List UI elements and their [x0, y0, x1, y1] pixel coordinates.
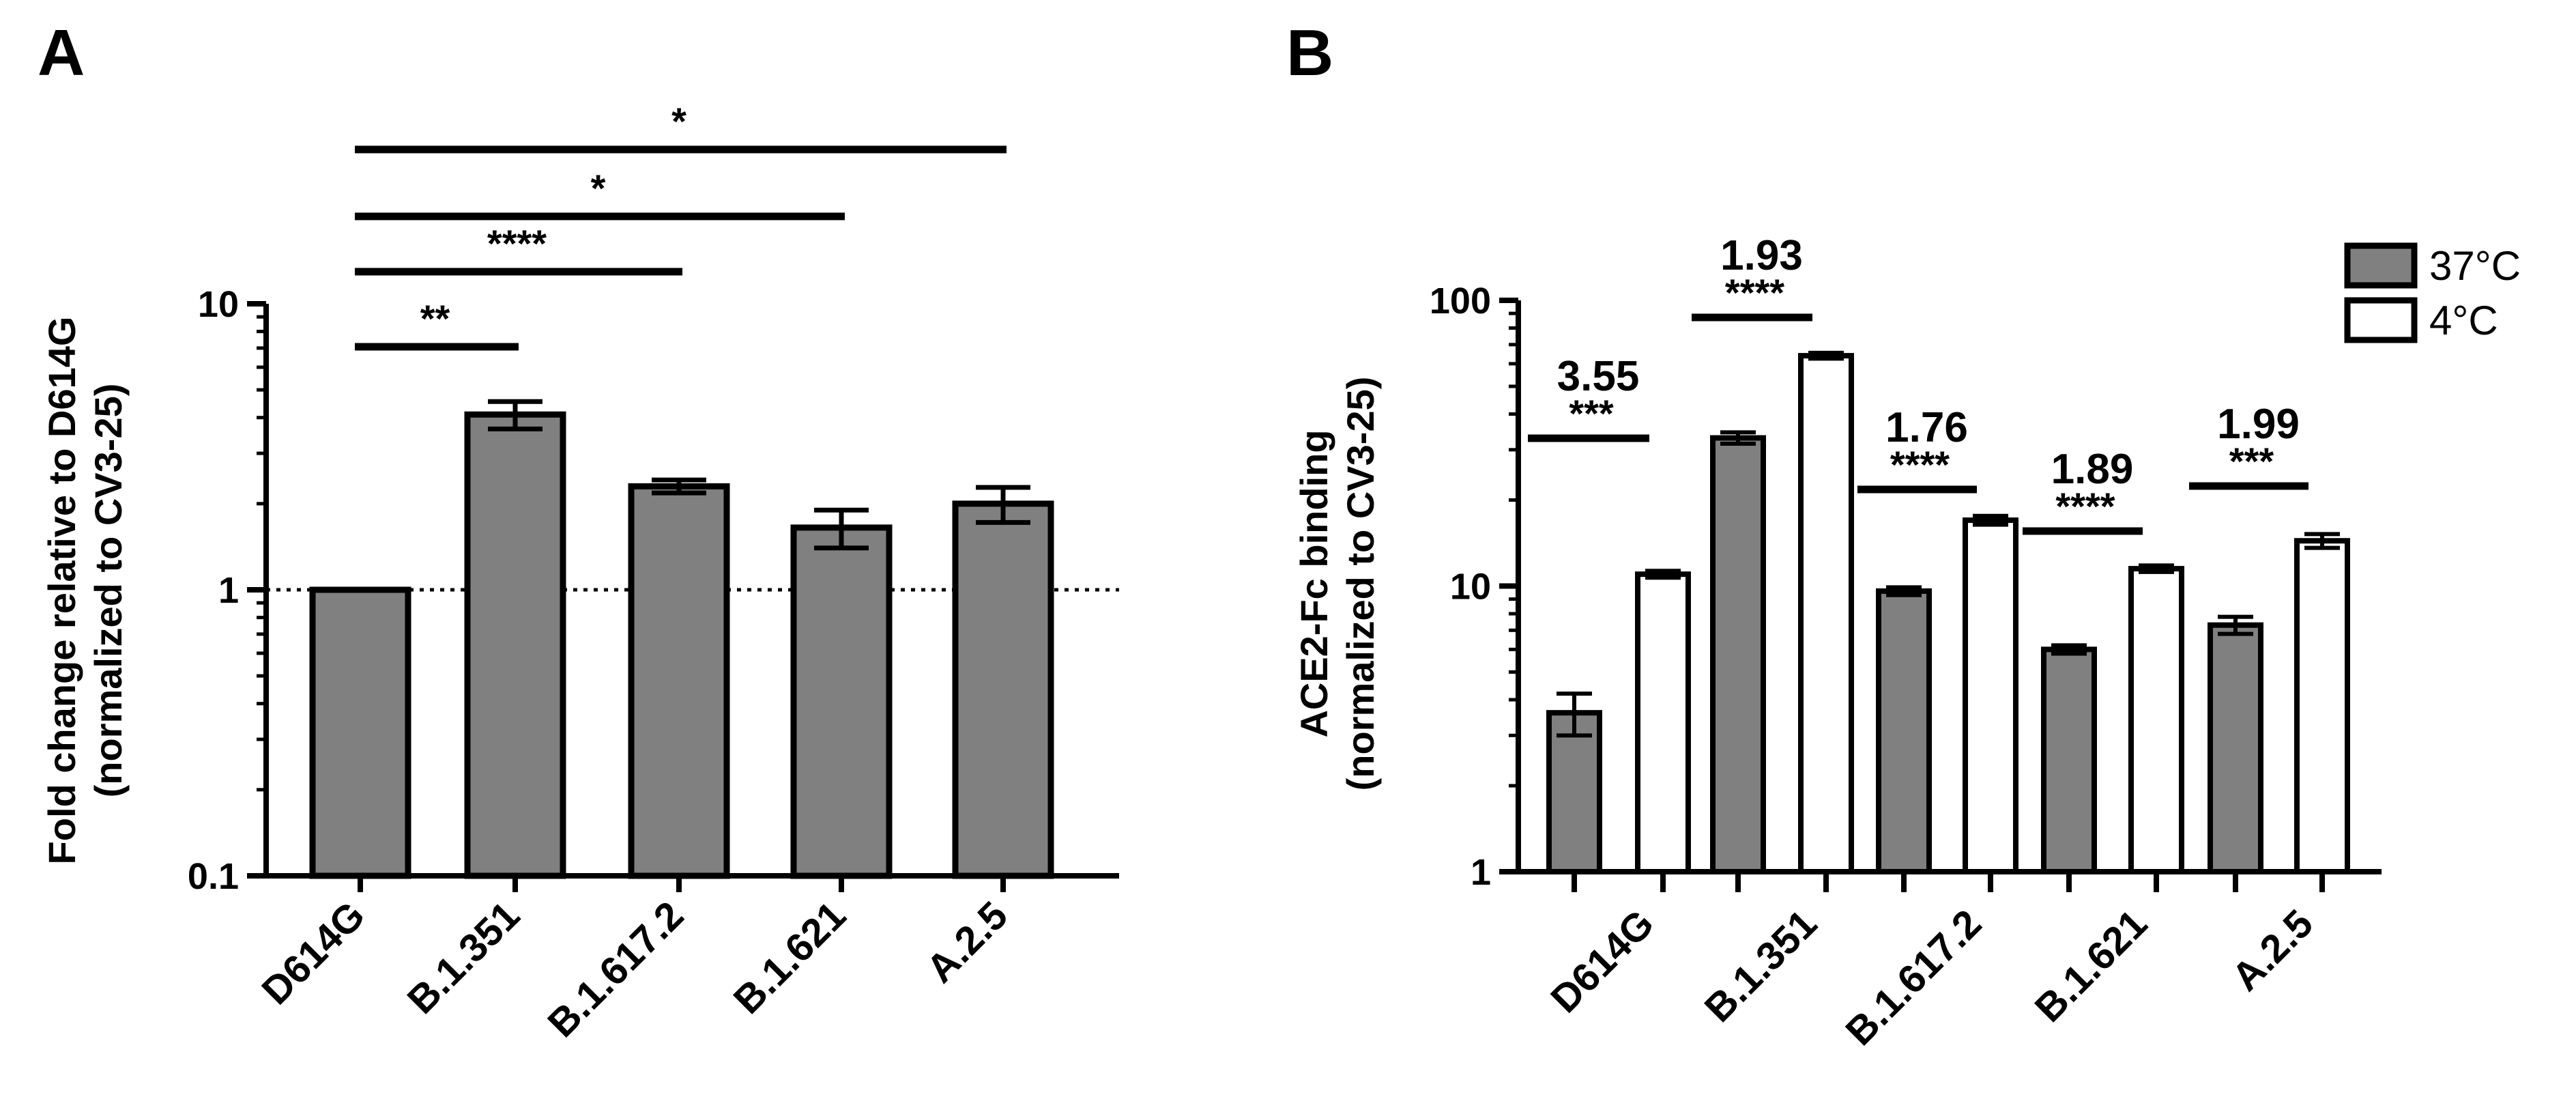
panel-b-x-tick-label: B.1.617.2 [1837, 901, 1990, 1054]
panel-b-ratio-label: 3.55 [1557, 353, 1640, 400]
panel-b-legend: 37°C 4°C [2344, 242, 2521, 343]
panel-b-significance-label: **** [1890, 443, 1950, 486]
panel-b-ratio-label: 1.76 [1885, 404, 1968, 451]
panel-b-y-title-line2: (normalized to CV3-25) [1339, 377, 1382, 791]
panel-b-bar-4c [2294, 538, 2350, 874]
panel-b-x-tick-label: A.2.5 [2223, 901, 2321, 999]
panel-a-significance-label: * [591, 167, 606, 210]
panel-a-x-tick-label: B.1.351 [399, 893, 529, 1023]
panel-a-bar [628, 483, 730, 879]
panel-b-bar-4c [2128, 566, 2184, 874]
panel-b-significance: ***3.55****1.93****1.76****1.89 ***1.99 [1528, 232, 2309, 535]
panel-a-bars [309, 399, 1054, 879]
panel-a-x-tick-label: A.2.5 [918, 893, 1016, 991]
panel-b-y-tick-label: 10 [1450, 567, 1491, 608]
legend-label-4c: 4°C [2429, 298, 2498, 343]
panel-a-y-title-line2: (normalized to CV3-25) [87, 384, 130, 798]
panel-b-significance-label: *** [2229, 440, 2274, 483]
panel-b-y-title: ACE2-Fc binding (normalized to CV3-25) [1292, 377, 1382, 791]
panel-b-bar-4c [1635, 571, 1691, 875]
panel-a-y-tick-label: 0.1 [188, 856, 239, 897]
panel-a-bar [309, 586, 411, 879]
panel-b-significance-label: *** [1569, 392, 1614, 435]
panel-b-bar-37c [1710, 435, 1766, 874]
panel-b-significance-label: **** [1725, 271, 1784, 314]
panel-b-ratio-label: 1.93 [1720, 232, 1803, 279]
panel-b-bar-37c [2208, 622, 2263, 875]
panel-b-significance-label: **** [2055, 485, 2115, 528]
panel-b-bar-37c [2041, 646, 2097, 874]
panel-b-bar-4c [1963, 517, 2018, 874]
panel-a-bar [952, 500, 1054, 879]
panel-a-bar [790, 524, 893, 879]
panel-b: B ACE2-Fc binding (normalized to CV3-25)… [1286, 16, 2521, 1054]
panel-b-y-tick-label: 100 [1430, 281, 1491, 322]
legend-swatch-4c [2344, 297, 2418, 343]
panel-a-significance-label: **** [487, 222, 547, 265]
panel-b-x-tick-label: D614G [1542, 901, 1662, 1021]
panel-b-ratio-label: 1.99 [2217, 401, 2300, 448]
panel-b-ratio-label: 1.89 [2051, 446, 2134, 493]
panel-a: A Fold change relative to D614G (normali… [38, 16, 1119, 1046]
legend-label-37c: 37°C [2429, 243, 2521, 289]
panel-b-bar-37c [1876, 588, 1932, 874]
panel-a-significance-label: * [671, 100, 686, 143]
panel-a-y-tick-label: 1 [218, 570, 239, 611]
panel-a-significance-label: ** [420, 297, 450, 340]
panel-a-significance: ******** [355, 100, 1007, 351]
panel-a-y-tick-label: 10 [198, 284, 239, 325]
panel-a-x-tick-label: B.1.617.2 [539, 893, 692, 1046]
panel-a-y-title-line1: Fold change relative to D614G [40, 317, 83, 865]
panel-a-bar [464, 411, 566, 879]
panel-a-x-tick-label: B.1.621 [725, 893, 855, 1023]
panel-b-x-tick-label: B.1.351 [1696, 901, 1826, 1031]
panel-b-letter: B [1286, 16, 1333, 89]
panel-b-y-title-line1: ACE2-Fc binding [1292, 429, 1335, 737]
panel-b-x-tick-label: B.1.621 [2027, 901, 2156, 1031]
panel-b-bar-4c [1798, 353, 1854, 874]
panel-b-y-tick-label: 1 [1471, 852, 1491, 893]
panel-a-x-tick-label: D614G [253, 893, 373, 1013]
panel-a-y-title: Fold change relative to D614G (normalize… [40, 317, 130, 865]
legend-swatch-37c [2344, 242, 2418, 289]
panel-a-letter: A [38, 16, 85, 89]
panel-b-bars [1546, 350, 2350, 875]
